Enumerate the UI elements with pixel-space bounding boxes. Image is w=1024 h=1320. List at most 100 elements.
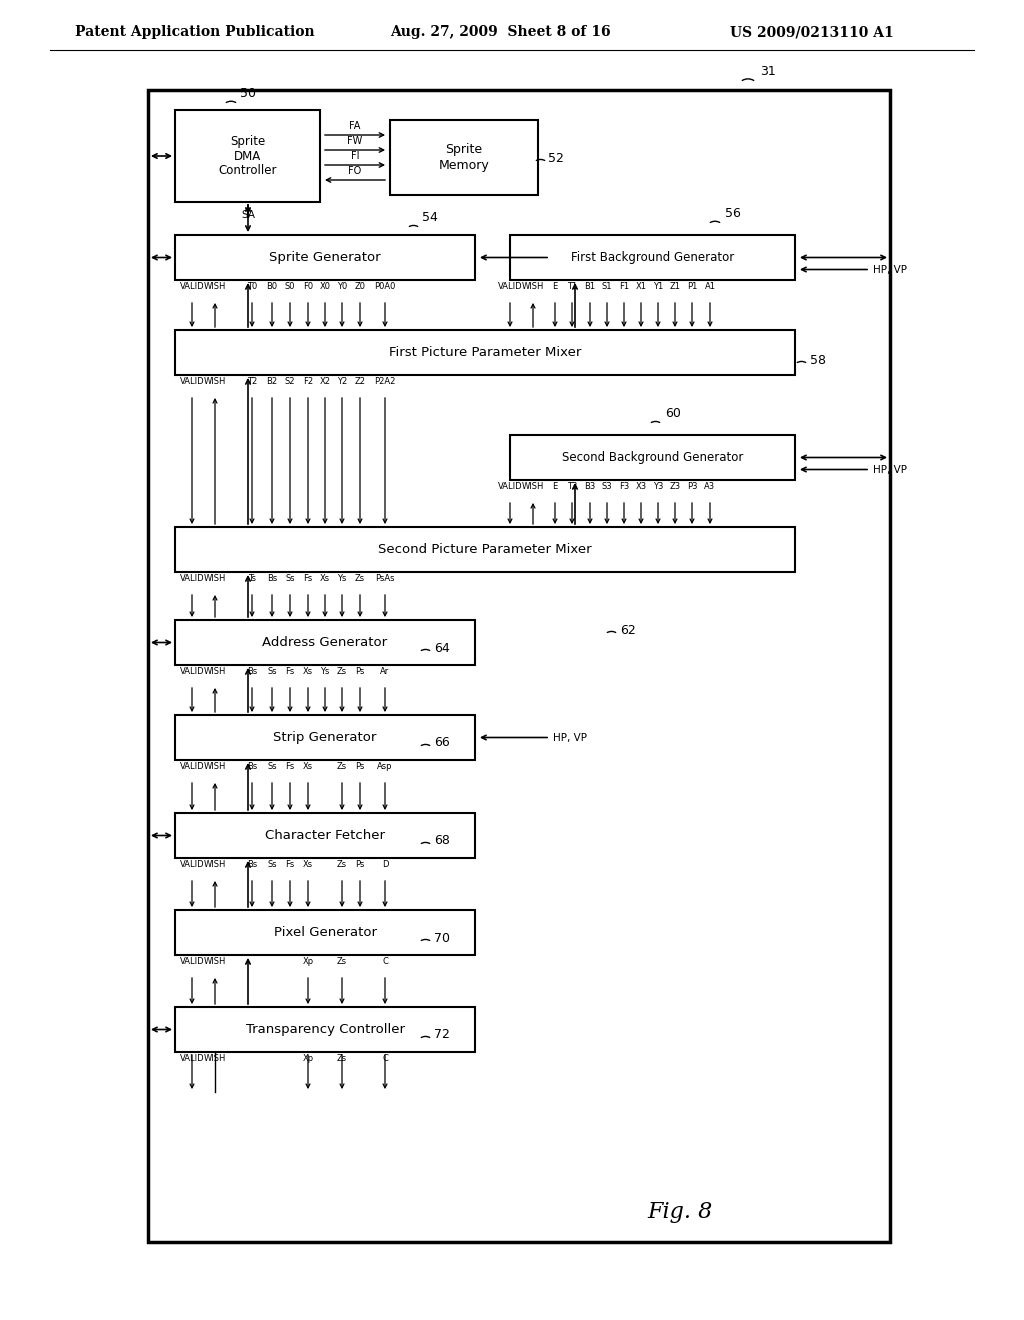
Text: Ss: Ss — [267, 861, 276, 869]
Text: WISH: WISH — [204, 861, 226, 869]
Text: P3: P3 — [687, 482, 697, 491]
Text: Second Background Generator: Second Background Generator — [562, 451, 743, 465]
Text: Z1: Z1 — [670, 282, 681, 290]
Text: WISH: WISH — [522, 482, 544, 491]
Text: Bs: Bs — [247, 762, 257, 771]
Text: X1: X1 — [636, 282, 646, 290]
Text: E: E — [552, 482, 558, 491]
Text: Bs: Bs — [247, 667, 257, 676]
Text: HP, VP: HP, VP — [553, 252, 587, 263]
Text: 68: 68 — [434, 834, 450, 847]
Text: Xs: Xs — [303, 762, 313, 771]
Text: Zs: Zs — [337, 762, 347, 771]
Text: B3: B3 — [585, 482, 596, 491]
Text: P1: P1 — [687, 282, 697, 290]
Text: VALID: VALID — [498, 482, 522, 491]
Text: Zs: Zs — [337, 861, 347, 869]
Text: Ps: Ps — [355, 762, 365, 771]
Text: SA: SA — [241, 210, 255, 220]
Text: VALID: VALID — [179, 667, 205, 676]
Text: 72: 72 — [434, 1028, 450, 1041]
Text: Fig. 8: Fig. 8 — [647, 1201, 713, 1224]
Text: Zs: Zs — [337, 667, 347, 676]
Bar — [175, 909, 475, 954]
Text: 50: 50 — [240, 87, 256, 100]
Text: P0A0: P0A0 — [375, 282, 395, 290]
Text: FO: FO — [348, 166, 361, 176]
Text: 62: 62 — [620, 623, 636, 636]
Bar — [175, 715, 475, 760]
Text: VALID: VALID — [179, 957, 205, 966]
Text: X2: X2 — [319, 378, 331, 385]
Text: Ss: Ss — [267, 667, 276, 676]
Text: 66: 66 — [434, 737, 450, 750]
Text: US 2009/0213110 A1: US 2009/0213110 A1 — [730, 25, 894, 40]
Text: Ss: Ss — [267, 762, 276, 771]
Text: Ts: Ts — [248, 574, 256, 583]
Text: F3: F3 — [618, 482, 629, 491]
Text: Ps: Ps — [355, 667, 365, 676]
Text: 60: 60 — [665, 407, 681, 420]
Text: VALID: VALID — [179, 574, 205, 583]
Text: Y0: Y0 — [337, 282, 347, 290]
Text: S0: S0 — [285, 282, 295, 290]
Text: Transparency Controller: Transparency Controller — [246, 1023, 404, 1036]
Text: 56: 56 — [725, 207, 741, 220]
Text: WISH: WISH — [204, 1053, 226, 1063]
Text: VALID: VALID — [179, 762, 205, 771]
Text: VALID: VALID — [179, 1053, 205, 1063]
Bar — [175, 527, 795, 572]
Bar — [175, 235, 475, 280]
Text: Z2: Z2 — [354, 378, 366, 385]
Bar — [390, 120, 538, 195]
Text: B1: B1 — [585, 282, 596, 290]
Text: PsAs: PsAs — [375, 574, 394, 583]
Text: WISH: WISH — [522, 282, 544, 290]
Text: VALID: VALID — [179, 378, 205, 385]
Text: T1: T1 — [567, 282, 578, 290]
Text: FW: FW — [347, 136, 362, 147]
Bar — [175, 110, 319, 202]
Text: E: E — [552, 282, 558, 290]
Text: Bs: Bs — [267, 574, 278, 583]
Text: Ar: Ar — [380, 667, 389, 676]
Text: Fs: Fs — [303, 574, 312, 583]
Text: Aug. 27, 2009  Sheet 8 of 16: Aug. 27, 2009 Sheet 8 of 16 — [390, 25, 610, 40]
Text: VALID: VALID — [498, 282, 522, 290]
Text: Second Picture Parameter Mixer: Second Picture Parameter Mixer — [378, 543, 592, 556]
Text: A1: A1 — [705, 282, 716, 290]
Text: VALID: VALID — [179, 861, 205, 869]
Text: Sprite
DMA
Controller: Sprite DMA Controller — [218, 135, 276, 177]
Text: 54: 54 — [422, 211, 438, 224]
Text: Ss: Ss — [286, 574, 295, 583]
Text: Asp: Asp — [377, 762, 393, 771]
Text: WISH: WISH — [204, 574, 226, 583]
Text: B2: B2 — [266, 378, 278, 385]
Text: First Picture Parameter Mixer: First Picture Parameter Mixer — [389, 346, 582, 359]
Text: Xp: Xp — [302, 1053, 313, 1063]
Text: 64: 64 — [434, 642, 450, 655]
Text: P2A2: P2A2 — [375, 378, 395, 385]
Text: 58: 58 — [810, 354, 826, 367]
Text: Xp: Xp — [302, 957, 313, 966]
Text: Xs: Xs — [303, 861, 313, 869]
Text: HP, VP: HP, VP — [873, 465, 907, 474]
Text: Character Fetcher: Character Fetcher — [265, 829, 385, 842]
Text: Xs: Xs — [319, 574, 330, 583]
Text: 70: 70 — [434, 932, 450, 945]
Text: A3: A3 — [705, 482, 716, 491]
Bar — [175, 620, 475, 665]
Bar — [148, 90, 890, 1242]
Text: FI: FI — [351, 150, 359, 161]
Text: WISH: WISH — [204, 378, 226, 385]
Text: Address Generator: Address Generator — [262, 636, 387, 649]
Text: Strip Generator: Strip Generator — [273, 731, 377, 744]
Text: Zs: Zs — [355, 574, 366, 583]
Text: Ps: Ps — [355, 861, 365, 869]
Text: First Background Generator: First Background Generator — [570, 251, 734, 264]
Bar — [175, 1007, 475, 1052]
Text: Sprite Generator: Sprite Generator — [269, 251, 381, 264]
Bar — [510, 235, 795, 280]
Text: WISH: WISH — [204, 957, 226, 966]
Text: Xs: Xs — [303, 667, 313, 676]
